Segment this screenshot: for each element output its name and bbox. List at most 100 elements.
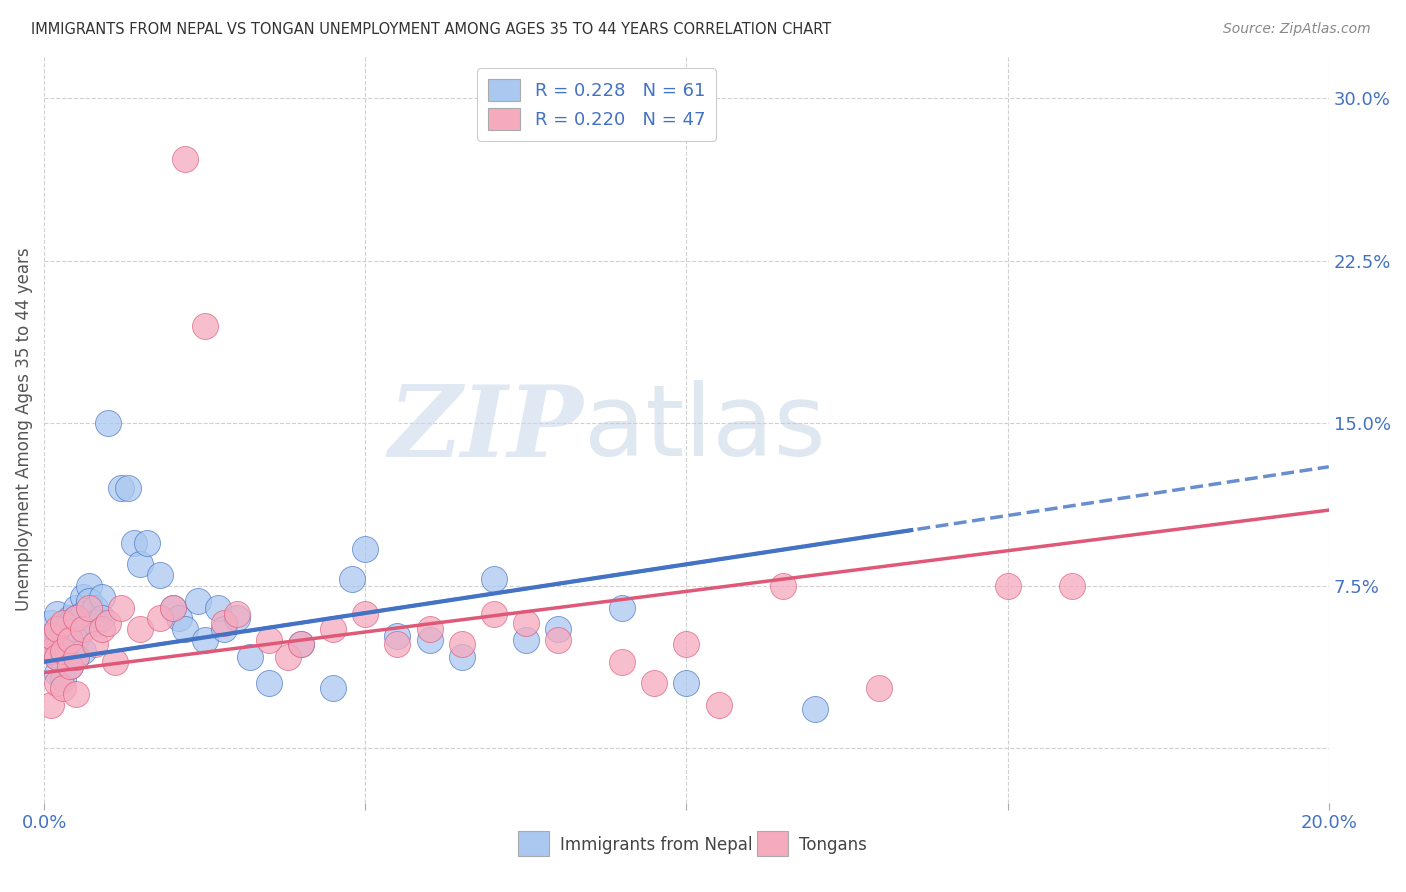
Point bbox=[122, 535, 145, 549]
Point bbox=[77, 594, 100, 608]
Point bbox=[675, 637, 697, 651]
Point bbox=[450, 637, 472, 651]
Point bbox=[52, 655, 75, 669]
Text: Immigrants from Nepal: Immigrants from Nepal bbox=[560, 836, 752, 854]
Point bbox=[547, 633, 569, 648]
Point bbox=[207, 600, 229, 615]
Point bbox=[997, 579, 1019, 593]
Point bbox=[52, 644, 75, 658]
Point bbox=[354, 542, 377, 557]
Point bbox=[162, 600, 184, 615]
Point bbox=[772, 579, 794, 593]
Point bbox=[39, 629, 62, 643]
Point bbox=[59, 659, 82, 673]
Point bbox=[72, 622, 94, 636]
Point bbox=[39, 644, 62, 658]
Text: IMMIGRANTS FROM NEPAL VS TONGAN UNEMPLOYMENT AMONG AGES 35 TO 44 YEARS CORRELATI: IMMIGRANTS FROM NEPAL VS TONGAN UNEMPLOY… bbox=[31, 22, 831, 37]
Point bbox=[482, 607, 505, 621]
Text: atlas: atlas bbox=[583, 380, 825, 477]
Point bbox=[225, 611, 247, 625]
Point bbox=[46, 626, 69, 640]
Point bbox=[65, 633, 87, 648]
Point bbox=[46, 650, 69, 665]
Point bbox=[117, 482, 139, 496]
Point bbox=[194, 633, 217, 648]
Point bbox=[52, 615, 75, 630]
Point bbox=[354, 607, 377, 621]
Point bbox=[194, 318, 217, 333]
Point bbox=[387, 629, 409, 643]
Point bbox=[149, 611, 172, 625]
Point bbox=[52, 633, 75, 648]
Legend: R = 0.228   N = 61, R = 0.220   N = 47: R = 0.228 N = 61, R = 0.220 N = 47 bbox=[477, 68, 716, 141]
Point bbox=[104, 655, 127, 669]
Point bbox=[65, 611, 87, 625]
Point bbox=[59, 611, 82, 625]
Point bbox=[72, 644, 94, 658]
Point bbox=[65, 650, 87, 665]
Point bbox=[290, 637, 312, 651]
Point bbox=[129, 622, 152, 636]
Point bbox=[418, 622, 440, 636]
Point bbox=[804, 702, 827, 716]
Point bbox=[387, 637, 409, 651]
Point bbox=[643, 676, 665, 690]
Point bbox=[342, 573, 364, 587]
Point bbox=[174, 152, 197, 166]
Point bbox=[90, 611, 112, 625]
Point bbox=[84, 615, 107, 630]
Point bbox=[257, 676, 280, 690]
Point bbox=[77, 600, 100, 615]
Text: Source: ZipAtlas.com: Source: ZipAtlas.com bbox=[1223, 22, 1371, 37]
Point bbox=[450, 650, 472, 665]
Point bbox=[290, 637, 312, 651]
Point bbox=[612, 655, 634, 669]
Point bbox=[515, 615, 537, 630]
Point bbox=[868, 681, 890, 695]
Point bbox=[65, 600, 87, 615]
Point bbox=[515, 633, 537, 648]
Point bbox=[72, 590, 94, 604]
Y-axis label: Unemployment Among Ages 35 to 44 years: Unemployment Among Ages 35 to 44 years bbox=[15, 247, 32, 611]
Point bbox=[418, 633, 440, 648]
Point bbox=[59, 633, 82, 648]
Point bbox=[59, 659, 82, 673]
Point bbox=[187, 594, 209, 608]
Point bbox=[97, 615, 120, 630]
Point bbox=[39, 629, 62, 643]
Point bbox=[675, 676, 697, 690]
Point bbox=[129, 558, 152, 572]
Point bbox=[212, 622, 235, 636]
Point bbox=[167, 611, 190, 625]
Point bbox=[322, 681, 344, 695]
Point bbox=[257, 633, 280, 648]
Point bbox=[46, 607, 69, 621]
Point bbox=[547, 622, 569, 636]
Point bbox=[612, 600, 634, 615]
Point bbox=[110, 482, 132, 496]
Point bbox=[110, 600, 132, 615]
Point bbox=[52, 672, 75, 686]
Text: ZIP: ZIP bbox=[388, 381, 583, 477]
Point bbox=[90, 622, 112, 636]
Point bbox=[135, 535, 157, 549]
Point bbox=[84, 600, 107, 615]
Point bbox=[72, 607, 94, 621]
Point bbox=[46, 676, 69, 690]
Point bbox=[65, 611, 87, 625]
Text: Tongans: Tongans bbox=[799, 836, 866, 854]
Point bbox=[707, 698, 730, 712]
Point bbox=[39, 615, 62, 630]
Point bbox=[239, 650, 262, 665]
Point bbox=[39, 698, 62, 712]
Point bbox=[46, 622, 69, 636]
Point bbox=[1060, 579, 1083, 593]
Point bbox=[322, 622, 344, 636]
Point bbox=[90, 590, 112, 604]
Point bbox=[46, 650, 69, 665]
Point bbox=[212, 615, 235, 630]
Point bbox=[162, 600, 184, 615]
Point bbox=[97, 417, 120, 431]
Point bbox=[46, 637, 69, 651]
Point bbox=[482, 573, 505, 587]
